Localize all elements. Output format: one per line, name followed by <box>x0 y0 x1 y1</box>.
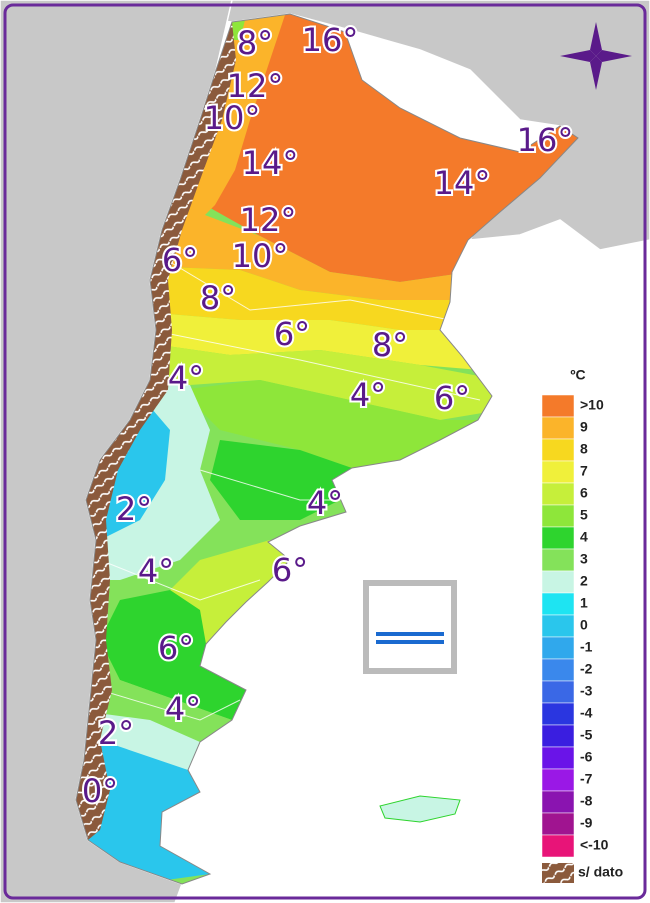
legend-label: 8 <box>580 441 588 457</box>
isotherm-label: 12° <box>240 201 297 239</box>
legend-swatch <box>541 812 575 836</box>
isotherm-label: 8° <box>372 326 408 364</box>
islands <box>379 795 461 823</box>
isotherm-label: 4° <box>138 552 174 590</box>
legend-label: -7 <box>580 771 593 787</box>
legend-label: -1 <box>580 639 593 655</box>
isotherm-label: 4° <box>350 376 386 414</box>
legend-swatch <box>541 658 575 682</box>
isotherm-label: 16° <box>517 121 574 159</box>
legend-swatch <box>541 460 575 484</box>
isotherm-label: 4° <box>307 484 343 522</box>
inta-logo <box>363 580 457 674</box>
isotherm-label: 2° <box>98 714 134 752</box>
legend-swatch <box>541 570 575 594</box>
legend-no-data-label: s/ dato <box>578 864 623 880</box>
isotherm-label: 6° <box>158 629 194 667</box>
legend-label: 4 <box>580 529 588 545</box>
isotherm-label: 4° <box>165 690 201 728</box>
legend-swatch <box>541 504 575 528</box>
legend-no-data-swatch <box>542 863 574 883</box>
legend-label: -9 <box>580 815 593 831</box>
legend-label: >10 <box>580 397 604 413</box>
isotherm-label: 12° <box>227 67 284 105</box>
frame <box>3 3 647 900</box>
legend-swatch <box>541 416 575 440</box>
isotherm-label: 2° <box>116 490 152 528</box>
isotherm-labels: 8° 16°12°10°14°16°14°12°10°6°8°6° 8°4° 4° 6°… <box>80 19 576 812</box>
legend-swatch <box>541 482 575 506</box>
isotherm-label: 6° <box>272 551 308 589</box>
legend-swatch <box>541 834 575 858</box>
compass <box>560 22 632 90</box>
legend-swatch <box>541 702 575 726</box>
legend-unit: ºC <box>570 367 585 383</box>
isotherm-label: 14° <box>434 164 491 202</box>
legend-swatch <box>541 438 575 462</box>
isotherm-label: 0° <box>82 772 118 810</box>
isotherm-label: 14° <box>242 144 299 182</box>
legend-label: 0 <box>580 617 588 633</box>
legend-label: -8 <box>580 793 593 809</box>
isotherm-label: 4° <box>168 359 204 397</box>
legend-label: 6 <box>580 485 588 501</box>
legend-swatch <box>541 592 575 616</box>
legend-label: 7 <box>580 463 588 479</box>
isotherm-label: 10° <box>232 237 289 275</box>
legend-label: -4 <box>580 705 593 721</box>
country-outline <box>75 13 579 885</box>
isotherm-label: 8° <box>200 279 236 317</box>
legend-label: -2 <box>580 661 593 677</box>
legend-swatch <box>541 680 575 704</box>
legend: ºC >10 9 8 7 6 5 4 3 2 1 0 -1 -2 -3 -4 -5 -6 -7 -8 -9 <-10 s/… <box>541 367 623 883</box>
legend-label: 2 <box>580 573 588 589</box>
legend-label: <-10 <box>580 837 609 853</box>
legend-swatch <box>541 636 575 660</box>
isotherm-label: 6° <box>162 241 198 279</box>
legend-label: 5 <box>580 507 588 523</box>
legend-swatch <box>541 614 575 638</box>
legend-swatch <box>541 768 575 792</box>
legend-label: 1 <box>580 595 588 611</box>
legend-label: -6 <box>580 749 593 765</box>
legend-swatch <box>541 724 575 748</box>
legend-label: 9 <box>580 419 588 435</box>
isotherm-label: 6° <box>274 315 310 353</box>
legend-swatch <box>541 746 575 770</box>
isotherm-label: 6° <box>434 379 470 417</box>
legend-swatch <box>541 790 575 814</box>
legend-swatch <box>541 526 575 550</box>
isotherm-label: 10° <box>204 99 261 137</box>
legend-label: 3 <box>580 551 588 567</box>
no-data-strip <box>76 22 236 840</box>
legend-label: -3 <box>580 683 593 699</box>
isotherm-label: 8° <box>237 24 273 62</box>
legend-swatch <box>541 548 575 572</box>
isotherm-label: 16° <box>302 21 359 59</box>
legend-label: -5 <box>580 727 593 743</box>
legend-swatch <box>541 394 575 418</box>
